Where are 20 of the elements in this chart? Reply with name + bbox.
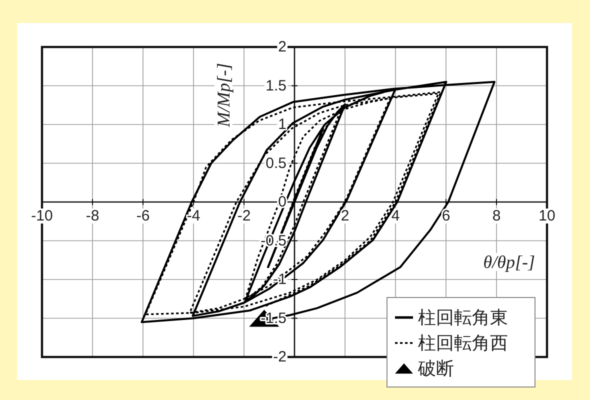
legend-label: 柱回転角西: [418, 333, 508, 353]
x-axis-title: θ/θp[-]: [483, 252, 535, 272]
y-tick-label: 1.5: [266, 77, 286, 94]
x-tick-label: -2: [237, 208, 251, 224]
y-tick-label: 2: [278, 38, 286, 56]
y-tick-label: 1: [278, 116, 286, 133]
y-tick-label: -2: [273, 348, 286, 366]
y-tick-label: 0.5: [266, 154, 286, 172]
x-tick-label: 10: [538, 208, 556, 224]
x-tick-label: -10: [31, 208, 53, 224]
x-tick-label: 6: [442, 208, 450, 224]
legend-label: 破断: [417, 358, 454, 378]
legend-label: 柱回転角東: [418, 308, 508, 328]
x-tick-label: -4: [186, 208, 200, 224]
x-tick-label: -6: [136, 208, 150, 224]
y-axis-title: M/Mp[-]: [214, 63, 234, 128]
x-tick-label: -8: [86, 208, 100, 224]
x-tick-label: 2: [340, 208, 350, 224]
x-tick-label: 8: [492, 208, 501, 224]
x-tick-label: 4: [391, 208, 400, 224]
